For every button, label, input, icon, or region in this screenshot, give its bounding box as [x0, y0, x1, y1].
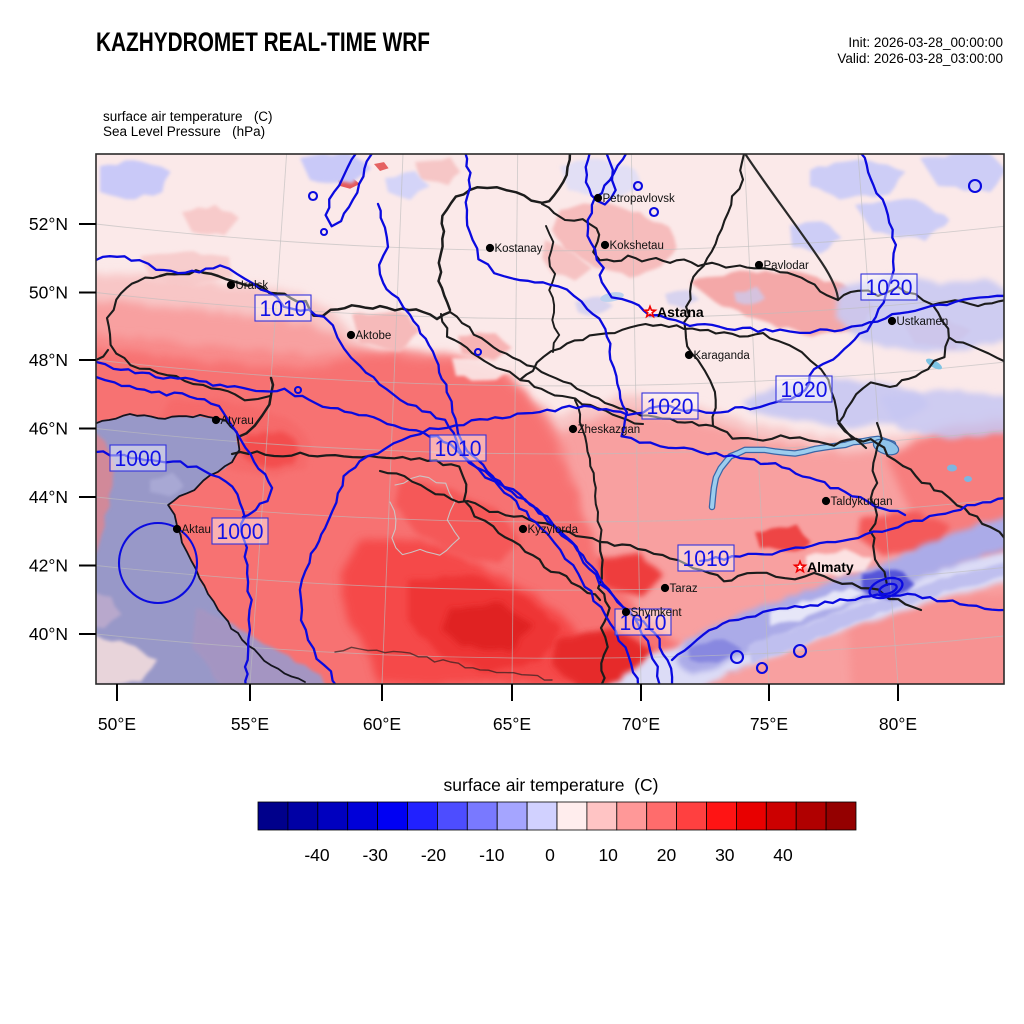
svg-text:Atyrau: Atyrau	[221, 415, 254, 427]
svg-text:Init: 2026-03-28_00:00:00: Init: 2026-03-28_00:00:00	[848, 35, 1003, 50]
svg-text:1000: 1000	[115, 446, 162, 471]
svg-text:-10: -10	[479, 845, 505, 865]
svg-text:Astana: Astana	[657, 304, 704, 320]
svg-text:Zheskazgan: Zheskazgan	[578, 424, 641, 436]
svg-text:-20: -20	[421, 845, 447, 865]
svg-text:Uralsk: Uralsk	[236, 280, 269, 292]
svg-text:Kokshetau: Kokshetau	[610, 240, 664, 252]
svg-text:65°E: 65°E	[493, 714, 531, 734]
svg-text:1010: 1010	[683, 546, 730, 571]
svg-text:Ustkamen: Ustkamen	[897, 316, 949, 328]
svg-text:Sea Level Pressure (hPa): Sea Level Pressure (hPa)	[103, 124, 265, 139]
svg-text:75°E: 75°E	[750, 714, 788, 734]
svg-text:52°N: 52°N	[29, 214, 68, 234]
svg-text:Almaty: Almaty	[807, 559, 854, 575]
svg-text:20: 20	[657, 845, 677, 865]
svg-text:surface air temperature (C): surface air temperature (C)	[103, 109, 273, 124]
svg-text:1020: 1020	[647, 394, 694, 419]
svg-text:1020: 1020	[866, 275, 913, 300]
svg-text:1000: 1000	[217, 519, 264, 544]
svg-text:Pavlodar: Pavlodar	[764, 260, 810, 272]
svg-text:30: 30	[715, 845, 735, 865]
svg-text:80°E: 80°E	[879, 714, 917, 734]
svg-text:55°E: 55°E	[231, 714, 269, 734]
svg-text:50°E: 50°E	[98, 714, 136, 734]
svg-text:40: 40	[773, 845, 793, 865]
svg-text:Aktau: Aktau	[182, 524, 211, 536]
svg-text:48°N: 48°N	[29, 350, 68, 370]
svg-text:0: 0	[545, 845, 555, 865]
svg-text:KAZHYDROMET REAL-TIME WRF: KAZHYDROMET REAL-TIME WRF	[96, 27, 430, 57]
svg-text:surface air temperature (C): surface air temperature (C)	[444, 775, 659, 795]
svg-text:-30: -30	[363, 845, 389, 865]
svg-text:Taldykurgan: Taldykurgan	[831, 496, 893, 508]
svg-text:1010: 1010	[435, 436, 482, 461]
svg-text:70°E: 70°E	[622, 714, 660, 734]
svg-text:Petropavlovsk: Petropavlovsk	[603, 193, 675, 205]
svg-text:42°N: 42°N	[29, 556, 68, 576]
svg-text:Valid: 2026-03-28_03:00:00: Valid: 2026-03-28_03:00:00	[837, 51, 1003, 66]
svg-text:-40: -40	[304, 845, 330, 865]
svg-text:46°N: 46°N	[29, 419, 68, 439]
svg-text:1020: 1020	[781, 377, 828, 402]
svg-text:Aktobe: Aktobe	[356, 330, 392, 342]
svg-text:Shymkent: Shymkent	[631, 607, 683, 619]
svg-text:Karaganda: Karaganda	[694, 350, 751, 362]
svg-text:1010: 1010	[260, 296, 307, 321]
svg-text:10: 10	[598, 845, 618, 865]
svg-text:40°N: 40°N	[29, 624, 68, 644]
svg-text:Kostanay: Kostanay	[495, 243, 543, 255]
svg-text:60°E: 60°E	[363, 714, 401, 734]
svg-text:50°N: 50°N	[29, 283, 68, 303]
svg-text:Kyzylorda: Kyzylorda	[528, 524, 579, 536]
svg-text:Taraz: Taraz	[670, 583, 698, 595]
svg-text:44°N: 44°N	[29, 487, 68, 507]
